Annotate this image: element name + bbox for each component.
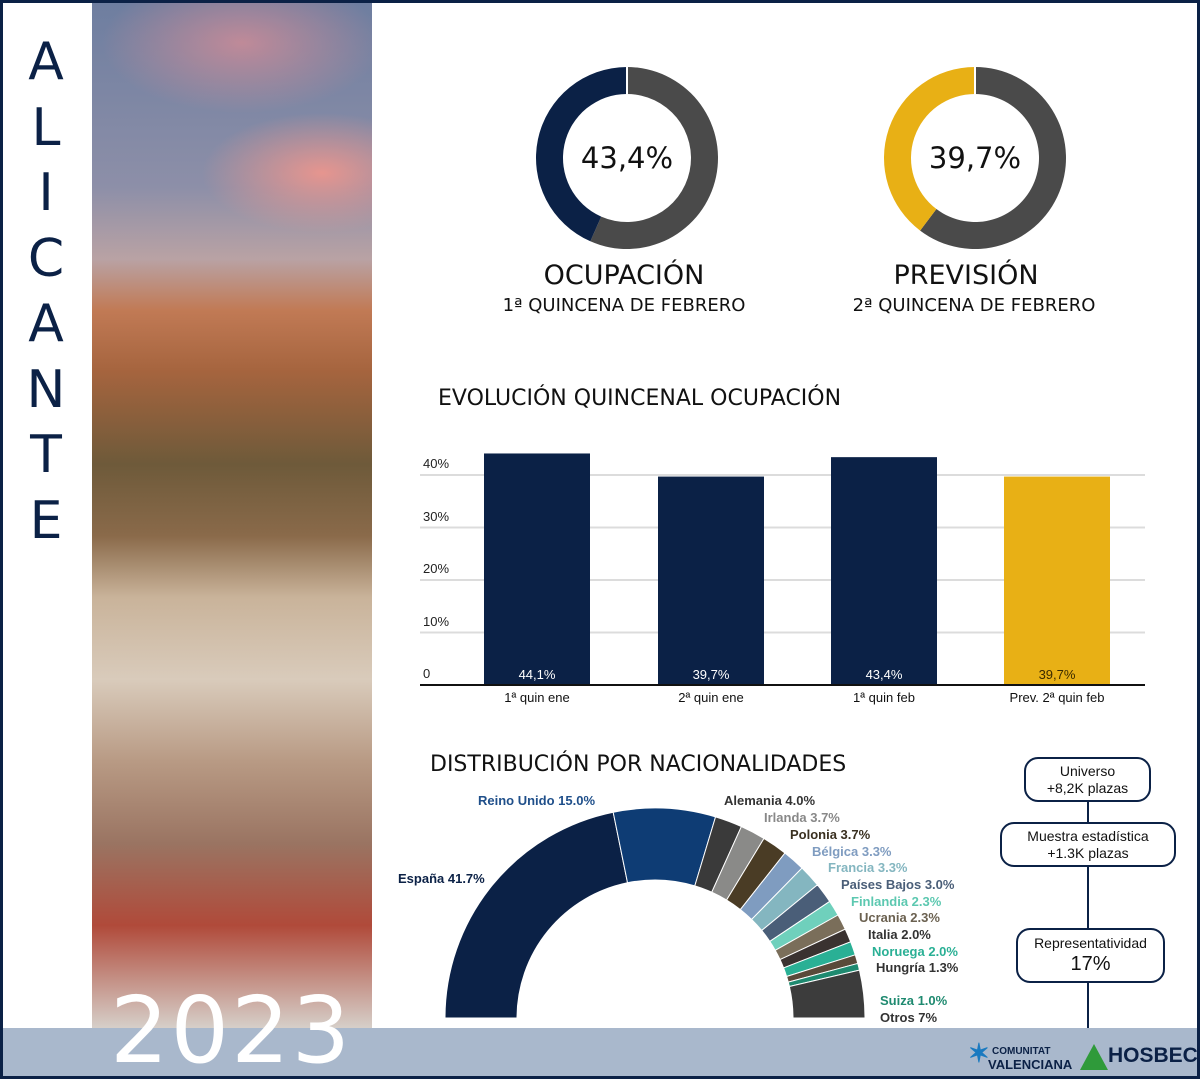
occupancy-subtitle: 1ª QUINCENA DE FEBRERO: [502, 295, 746, 316]
universe-title: Universo: [1059, 762, 1116, 779]
flow-connector: [1087, 800, 1089, 1028]
kpi-donuts: [536, 66, 1066, 250]
sample-title: Muestra estadística: [1027, 827, 1149, 844]
city-letter: L: [31, 97, 61, 158]
bar-value-label: 44,1%: [518, 667, 556, 682]
sample-value: +1.3K plazas: [1047, 844, 1129, 861]
nationality-slice: [444, 811, 629, 1019]
donut-remainder-segment: [590, 67, 718, 250]
city-name-vertical: A L I C A N T E: [0, 30, 92, 554]
nationality-label: Noruega 2.0%: [872, 944, 958, 959]
representativeness-value: 17%: [1070, 953, 1111, 975]
city-letter: A: [28, 32, 64, 92]
nationality-label: Alemania 4.0%: [724, 793, 816, 808]
hosbec-logo-text: HOSBEC: [1108, 1044, 1198, 1067]
donut-remainder-segment: [920, 66, 1066, 249]
forecast-subtitle: 2ª QUINCENA DE FEBRERO: [852, 295, 1096, 316]
universe-box: Universo +8,2K plazas: [1024, 757, 1151, 802]
y-tick-label: 40%: [423, 456, 450, 471]
y-tick-label: 20%: [423, 561, 450, 576]
x-tick-label: Prev. 2ª quin feb: [1009, 690, 1105, 705]
year-label: 2023: [110, 977, 353, 1084]
nationality-label: Irlanda 3.7%: [764, 810, 840, 825]
forecast-donut: [884, 66, 1066, 249]
nationality-label: Bélgica 3.3%: [812, 844, 892, 859]
bar: [831, 457, 937, 685]
cv-logo-icon: ✶: [968, 1038, 990, 1068]
y-tick-label: 10%: [423, 613, 450, 629]
representativeness-box: Representatividad 17%: [1016, 928, 1165, 983]
nationality-label: España 41.7%: [398, 871, 485, 886]
x-tick-label: 1ª quin ene: [504, 690, 570, 705]
nationality-label: Hungría 1.3%: [876, 960, 959, 975]
nationality-label: Polonia 3.7%: [790, 827, 871, 842]
donut-value-segment: [884, 67, 975, 231]
nationalities-title: DISTRIBUCIÓN POR NACIONALIDADES: [430, 752, 847, 777]
x-tick-label: 2ª quin ene: [678, 690, 744, 705]
bar: [484, 453, 590, 685]
nationality-label: Ucrania 2.3%: [859, 910, 940, 925]
x-tick-label: 1ª quin feb: [853, 690, 915, 705]
city-photo: [92, 3, 372, 1028]
nationality-label: Países Bajos 3.0%: [841, 877, 955, 892]
forecast-title: PREVISIÓN: [893, 260, 1039, 291]
city-letter: A: [28, 294, 64, 354]
occupancy-value: 43,4%: [580, 141, 674, 175]
city-letter: N: [26, 359, 66, 420]
representativeness-title: Representatividad: [1034, 935, 1147, 951]
occupancy-donut: [536, 67, 718, 250]
bar-chart-title: EVOLUCIÓN QUINCENAL OCUPACIÓN: [438, 386, 842, 411]
nationality-label: Italia 2.0%: [868, 927, 931, 942]
nationality-label: Otros 7%: [880, 1010, 938, 1025]
cv-logo-line1: COMUNITAT: [992, 1046, 1051, 1057]
nationality-label: Suiza 1.0%: [880, 993, 948, 1008]
bar-value-label: 43,4%: [865, 667, 903, 682]
bar: [1004, 476, 1110, 685]
nationality-slice: [788, 969, 866, 1019]
city-letter: C: [27, 228, 65, 289]
sample-box: Muestra estadística +1.3K plazas: [1000, 822, 1176, 867]
bar-value-label: 39,7%: [692, 667, 730, 682]
occupancy-title: OCUPACIÓN: [543, 260, 705, 291]
hosbec-logo: HOSBEC: [1080, 1042, 1198, 1072]
cv-logo-line2: VALENCIANA: [988, 1057, 1073, 1072]
donut-value-segment: [536, 67, 627, 242]
y-tick-label: 0: [423, 666, 431, 681]
forecast-value: 39,7%: [928, 141, 1022, 175]
footer-bar: [0, 1028, 1200, 1079]
bar-value-label: 39,7%: [1038, 667, 1076, 682]
city-letter: E: [29, 490, 63, 551]
universe-value: +8,2K plazas: [1046, 779, 1129, 796]
nationality-label: Finlandia 2.3%: [851, 894, 942, 909]
bar: [658, 476, 764, 685]
nationality-label: Francia 3.3%: [828, 860, 908, 875]
hosbec-triangle-icon: [1080, 1044, 1108, 1070]
nationality-label: Reino Unido 15.0%: [478, 793, 596, 808]
y-tick-label: 30%: [423, 508, 450, 524]
city-letter: I: [38, 163, 54, 223]
city-letter: T: [30, 425, 62, 485]
